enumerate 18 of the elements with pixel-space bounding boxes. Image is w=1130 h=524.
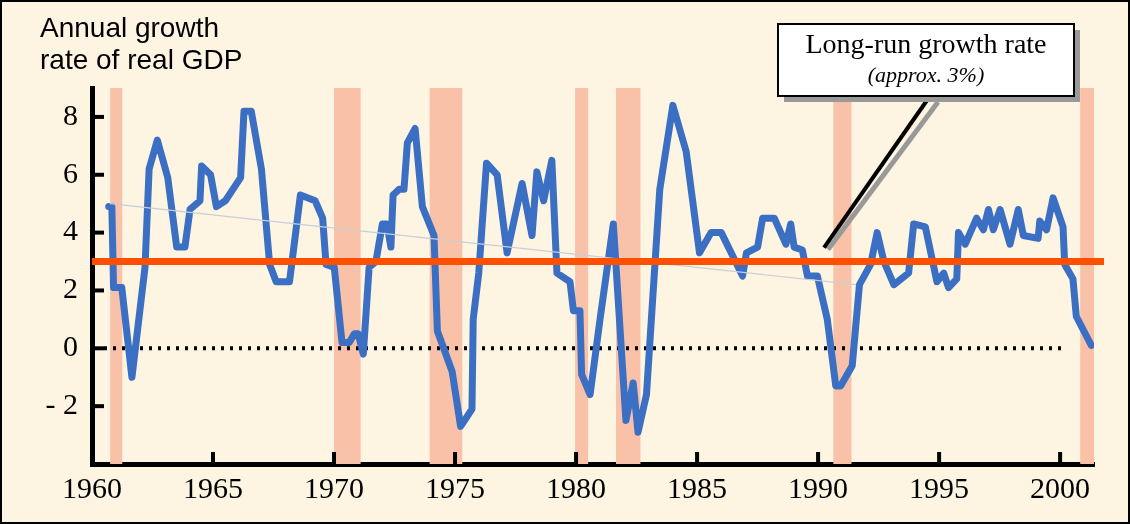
x-tick-label: 1960 xyxy=(62,470,122,504)
x-tick-label: 1965 xyxy=(183,470,244,504)
y-axis-title: Annual growth rate of real GDP xyxy=(40,12,244,76)
y-tick-label: 2 xyxy=(63,271,78,305)
x-tick-label: 1990 xyxy=(788,470,849,504)
x-tick-label: 1985 xyxy=(667,470,728,504)
y-tick-label: 0 xyxy=(63,329,78,363)
y-tick-label: - 2 xyxy=(45,387,78,421)
y-tick-label: 4 xyxy=(63,213,78,247)
y-tick-label: 8 xyxy=(63,97,78,131)
x-tick-label: 1970 xyxy=(304,470,365,504)
text: (approx. 3%) xyxy=(867,61,985,87)
y-tick-label: 6 xyxy=(63,155,78,189)
x-tick-label: 1995 xyxy=(909,470,970,504)
x-tick-label: 1980 xyxy=(546,470,607,504)
x-tick-label: 2000 xyxy=(1030,470,1091,504)
x-tick-label: 1975 xyxy=(425,470,486,504)
text: Long-run growth rate xyxy=(805,28,1047,60)
